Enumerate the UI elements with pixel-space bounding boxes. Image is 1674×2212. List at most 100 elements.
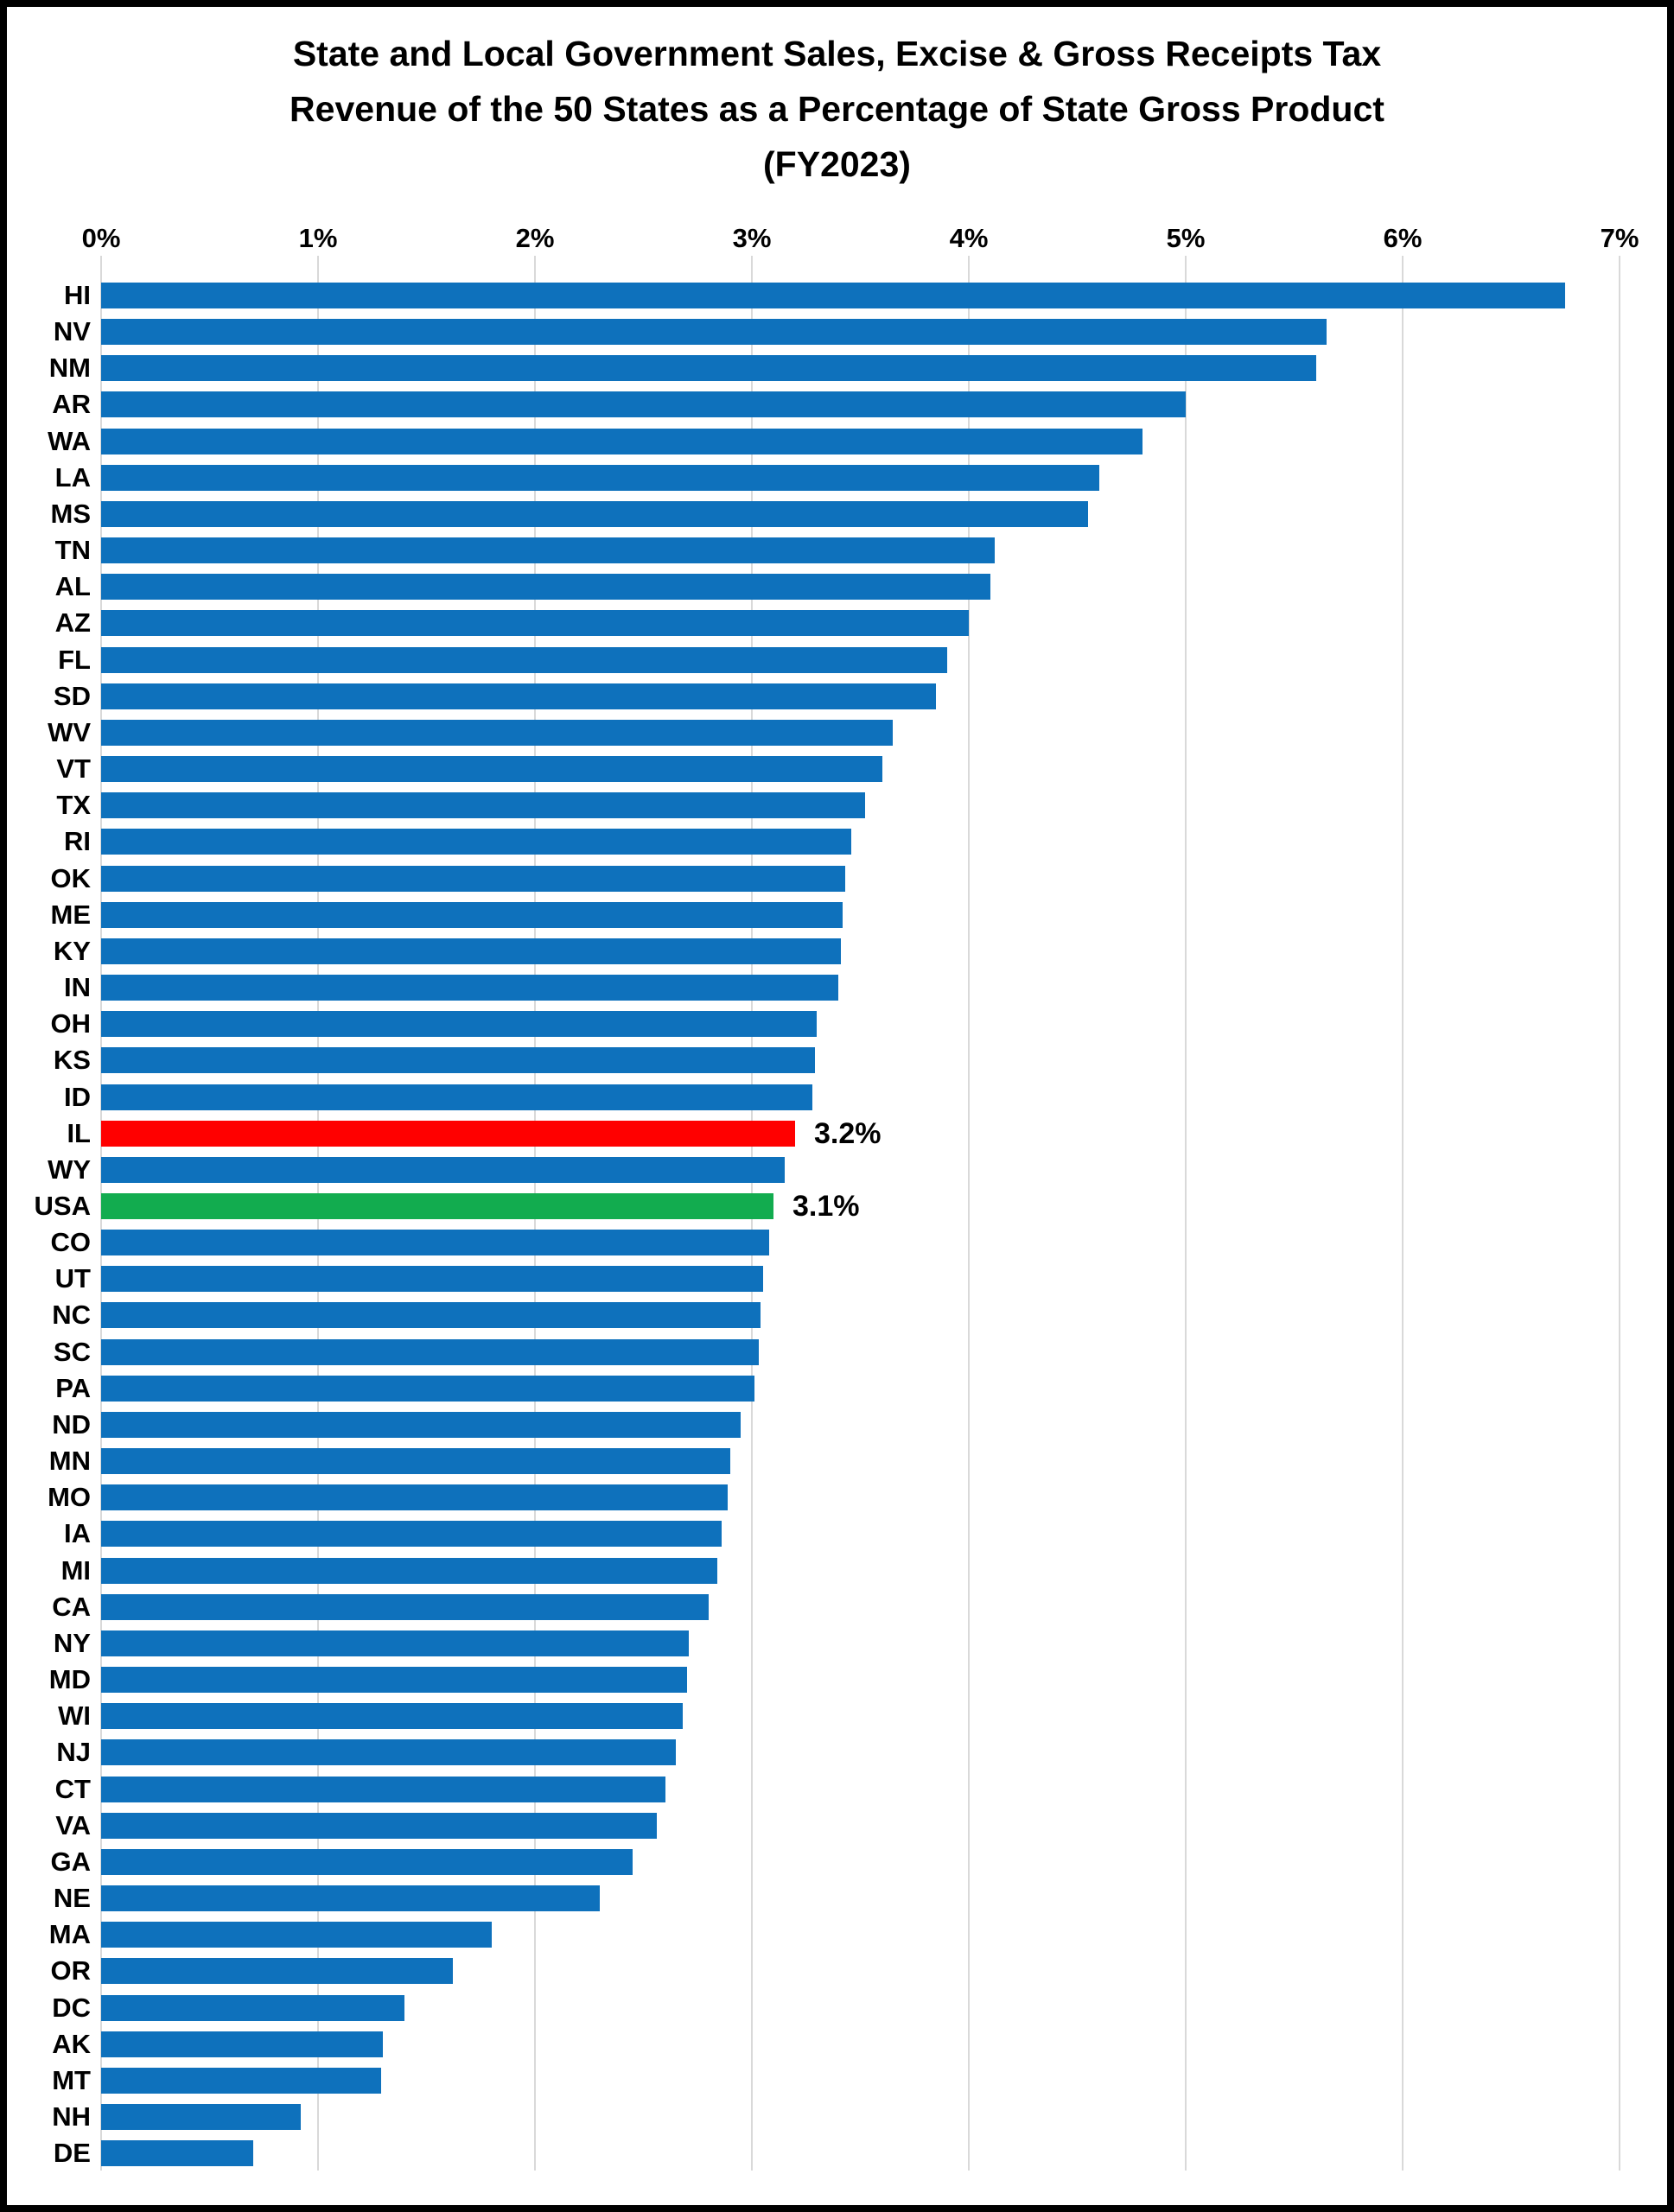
bar-WV xyxy=(101,720,893,746)
bar-VT xyxy=(101,756,882,782)
x-tick-label-3pct: 3% xyxy=(732,223,772,253)
x-tick-label-4pct: 4% xyxy=(949,223,989,253)
bar-KS xyxy=(101,1047,815,1073)
bar-FL xyxy=(101,647,947,673)
state-label-MT: MT xyxy=(52,2065,91,2095)
bar-NV xyxy=(101,319,1327,345)
bar-CT xyxy=(101,1777,665,1802)
bar-DE xyxy=(101,2140,253,2166)
state-label-GA: GA xyxy=(50,1847,92,1877)
state-label-LA: LA xyxy=(54,462,91,493)
state-label-IA: IA xyxy=(64,1518,91,1548)
state-label-RI: RI xyxy=(64,826,91,856)
state-label-IN: IN xyxy=(64,972,91,1002)
state-label-NM: NM xyxy=(48,353,91,383)
bar-TX xyxy=(101,792,865,818)
state-label-MN: MN xyxy=(48,1446,91,1476)
x-tick-label-2pct: 2% xyxy=(515,223,555,253)
state-label-ID: ID xyxy=(64,1082,91,1112)
bar-MA xyxy=(101,1922,492,1948)
state-label-ME: ME xyxy=(50,899,92,930)
chart-title-line-2: Revenue of the 50 States as a Percentage… xyxy=(290,89,1384,129)
bar-AR xyxy=(101,391,1186,417)
state-label-MI: MI xyxy=(60,1555,91,1586)
bar-OK xyxy=(101,866,845,892)
x-tick-label-1pct: 1% xyxy=(298,223,338,253)
bar-AL xyxy=(101,574,990,600)
state-label-MO: MO xyxy=(48,1482,91,1512)
bar-SC xyxy=(101,1339,759,1365)
bar-LA xyxy=(101,465,1099,491)
state-label-UT: UT xyxy=(54,1263,91,1294)
state-label-WI: WI xyxy=(58,1700,91,1731)
bar-SD xyxy=(101,683,936,709)
state-label-TN: TN xyxy=(54,535,91,565)
gridline-5pct xyxy=(1185,256,1187,2171)
bar-WY xyxy=(101,1157,785,1183)
bar-NE xyxy=(101,1885,600,1911)
x-tick-label-7pct: 7% xyxy=(1600,223,1639,253)
state-label-VA: VA xyxy=(55,1810,91,1840)
state-label-PA: PA xyxy=(55,1373,91,1403)
state-label-MD: MD xyxy=(48,1664,91,1694)
bar-WI xyxy=(101,1703,683,1729)
state-label-WA: WA xyxy=(48,426,91,456)
bar-ME xyxy=(101,902,843,928)
bar-WA xyxy=(101,429,1143,454)
state-label-ND: ND xyxy=(52,1409,91,1440)
bar-IN xyxy=(101,975,838,1001)
state-label-IL: IL xyxy=(67,1118,91,1148)
bar-NH xyxy=(101,2104,301,2130)
bar-VA xyxy=(101,1813,657,1839)
bar-value-label-IL: 3.2% xyxy=(814,1117,882,1150)
state-label-DC: DC xyxy=(52,1993,91,2023)
chart-title-line-3: (FY2023) xyxy=(763,144,911,184)
bar-IL xyxy=(101,1121,795,1147)
bar-DC xyxy=(101,1995,404,2021)
state-label-OH: OH xyxy=(50,1008,92,1039)
chart-title: State and Local Government Sales, Excise… xyxy=(0,26,1674,192)
bar-TN xyxy=(101,537,995,563)
state-label-TX: TX xyxy=(56,790,91,820)
bar-value-label-USA: 3.1% xyxy=(792,1190,860,1223)
bar-AZ xyxy=(101,610,969,636)
state-label-OK: OK xyxy=(50,863,92,893)
state-label-WY: WY xyxy=(48,1154,91,1185)
bar-OH xyxy=(101,1011,817,1037)
bar-NY xyxy=(101,1630,689,1656)
state-label-CO: CO xyxy=(50,1227,92,1257)
bar-NJ xyxy=(101,1739,676,1765)
state-label-NE: NE xyxy=(53,1883,91,1913)
gridline-7pct xyxy=(1619,256,1620,2171)
state-label-NC: NC xyxy=(52,1300,91,1330)
state-label-SC: SC xyxy=(53,1337,91,1367)
state-label-MA: MA xyxy=(48,1919,91,1949)
state-label-AK: AK xyxy=(52,2029,91,2059)
bar-GA xyxy=(101,1849,633,1875)
state-label-AL: AL xyxy=(54,571,91,601)
x-tick-label-5pct: 5% xyxy=(1166,223,1206,253)
bar-PA xyxy=(101,1376,754,1402)
bar-ID xyxy=(101,1084,812,1110)
bar-RI xyxy=(101,829,851,855)
bar-MO xyxy=(101,1484,728,1510)
state-label-NH: NH xyxy=(52,2101,91,2132)
gridline-4pct xyxy=(968,256,970,2171)
bar-IA xyxy=(101,1521,722,1547)
state-label-CA: CA xyxy=(52,1592,91,1622)
bar-HI xyxy=(101,283,1565,308)
state-label-KY: KY xyxy=(53,936,91,966)
bar-KY xyxy=(101,938,841,964)
state-label-AR: AR xyxy=(52,389,91,419)
state-label-AZ: AZ xyxy=(54,607,91,638)
bar-AK xyxy=(101,2031,383,2057)
chart-title-line-1: State and Local Government Sales, Excise… xyxy=(292,34,1382,73)
x-tick-label-6pct: 6% xyxy=(1383,223,1423,253)
gridline-6pct xyxy=(1402,256,1403,2171)
bar-NC xyxy=(101,1302,761,1328)
state-label-KS: KS xyxy=(53,1045,91,1075)
state-label-CT: CT xyxy=(54,1774,91,1804)
bar-MT xyxy=(101,2068,381,2094)
state-label-OR: OR xyxy=(50,1955,92,1986)
